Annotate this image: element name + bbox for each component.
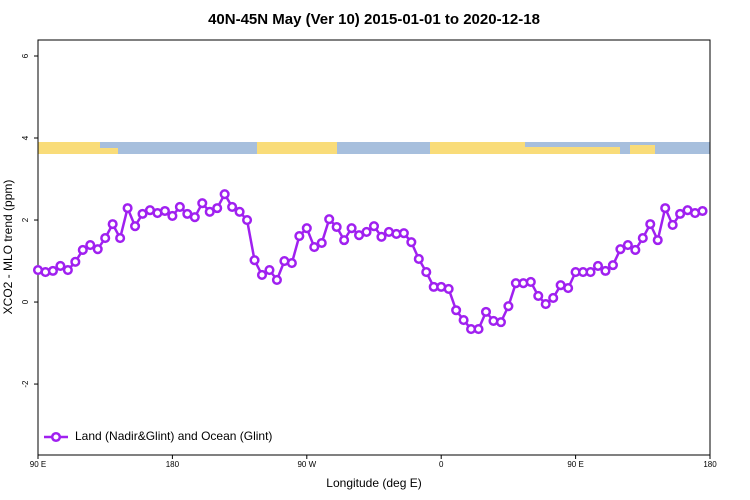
data-point [324, 214, 335, 225]
data-point [645, 219, 656, 230]
surface-strip [38, 142, 710, 154]
plot-frame [37, 39, 711, 456]
x-tick-label: 90 E [30, 460, 46, 469]
data-point [122, 203, 133, 214]
data-point [309, 242, 320, 253]
data-point [637, 233, 648, 244]
data-point [294, 230, 305, 242]
data-point [85, 239, 96, 251]
data-point [652, 235, 663, 246]
data-point [675, 208, 686, 219]
data-point [361, 226, 372, 237]
data-point [533, 290, 544, 301]
data-point [264, 265, 275, 276]
legend-label: Land (Nadir&Glint) and Ocean (Glint) [75, 429, 272, 443]
data-point [592, 260, 604, 272]
y-tick-label: 6 [21, 53, 30, 58]
data-point [368, 221, 380, 232]
data-point [100, 233, 111, 244]
data-point [615, 244, 626, 255]
data-point [174, 201, 185, 212]
data-point [219, 189, 230, 200]
data-point [473, 324, 484, 335]
x-tick-label: 180 [166, 460, 180, 469]
data-point [622, 239, 633, 251]
data-point [697, 205, 708, 217]
data-point [339, 235, 350, 246]
data-point [525, 276, 536, 287]
data-point [607, 260, 618, 271]
data-point [413, 253, 424, 265]
data-point [585, 267, 596, 278]
data-point [451, 305, 462, 316]
data-point [563, 283, 574, 294]
data-point [376, 231, 387, 242]
x-tick-label: 90 W [297, 460, 316, 469]
data-point [62, 265, 73, 276]
x-tick-label: 90 E [567, 460, 583, 469]
y-tick-label: -2 [21, 380, 30, 388]
data-point [242, 214, 253, 226]
x-tick-label: 180 [703, 460, 717, 469]
data-point [115, 233, 126, 244]
data-point [667, 219, 678, 230]
data-point [167, 210, 178, 221]
legend-marker [50, 431, 62, 443]
data-point [189, 212, 200, 223]
y-axis-label: XCO2 - MLO trend (ppm) [1, 180, 15, 315]
data-point [316, 237, 327, 249]
data-point [234, 206, 245, 217]
data-point [301, 223, 312, 234]
data-point [47, 265, 58, 276]
data-point [458, 315, 469, 326]
data-point [421, 267, 432, 278]
data-point [130, 221, 141, 232]
data-point [271, 274, 282, 285]
data-point [495, 317, 506, 328]
x-axis-label: Longitude (deg E) [326, 476, 421, 490]
data-point [212, 203, 223, 214]
data-point [227, 201, 238, 212]
data-point [406, 237, 417, 248]
data-point [346, 223, 357, 234]
data-point [92, 244, 103, 255]
data-point [630, 244, 641, 256]
data-point [159, 205, 170, 217]
data-point [286, 258, 297, 269]
data-point [331, 221, 342, 233]
data-point [70, 256, 81, 267]
data-point [398, 228, 409, 239]
y-tick-label: 0 [21, 299, 30, 304]
data-point [540, 299, 551, 310]
data-point [55, 260, 66, 272]
data-point [443, 283, 454, 294]
data-point [480, 306, 492, 317]
data-point [204, 206, 215, 217]
data-point [660, 203, 671, 214]
data-point [503, 301, 514, 312]
x-tick-label: 0 [439, 460, 444, 469]
data-point [548, 292, 559, 303]
data-point [107, 219, 118, 230]
chart-title: 40N-45N May (Ver 10) 2015-01-01 to 2020-… [208, 11, 540, 28]
data-point [137, 208, 148, 219]
data-point [600, 265, 611, 276]
data-point [77, 244, 88, 256]
data-point [256, 269, 268, 281]
y-tick-label: 4 [21, 135, 30, 140]
data-point [249, 255, 260, 266]
y-tick-label: 2 [21, 217, 30, 222]
data-point [197, 198, 208, 209]
